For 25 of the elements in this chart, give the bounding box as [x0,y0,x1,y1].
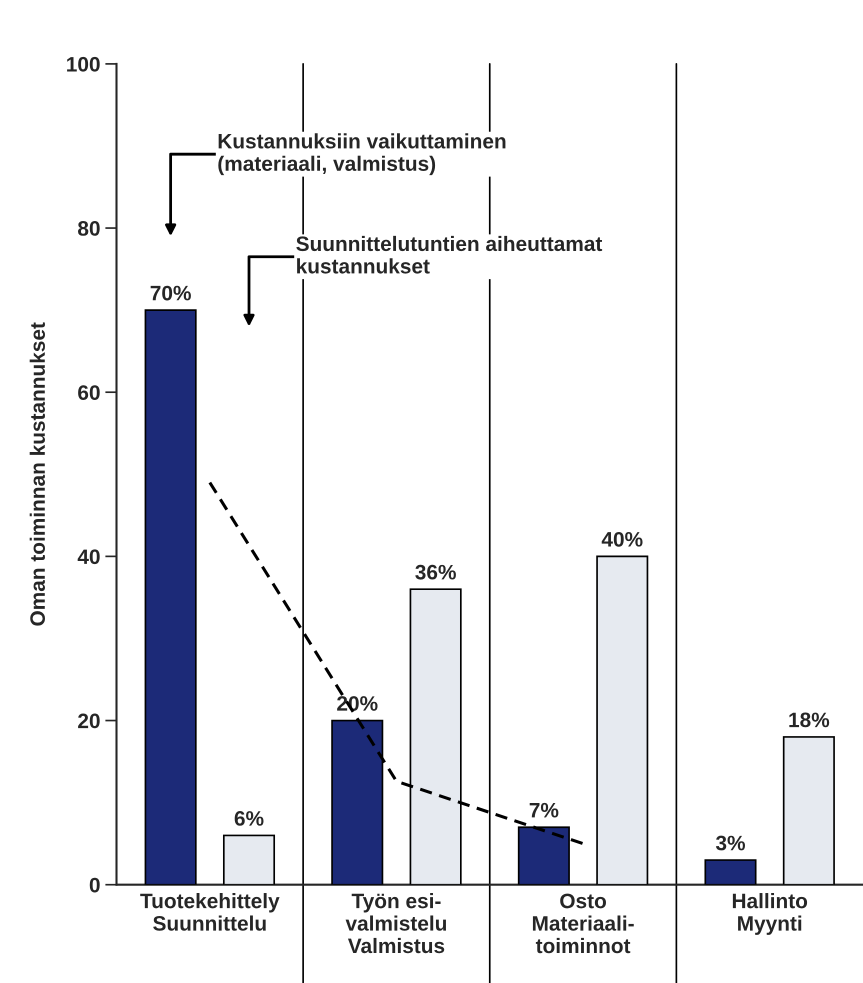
data-label: 70% [150,286,191,300]
data-label: 7% [530,802,558,818]
bar [596,556,648,885]
y-tick-label: 20 [78,714,100,728]
y-tick-label: 60 [78,385,100,400]
bar [704,859,757,885]
x-tick-label: Työn esi- valmistelu Valmistus [346,893,446,954]
data-label: 6% [234,811,264,826]
data-label: 40% [602,532,643,547]
x-tick-label: Hallinto Myynti [732,893,808,935]
bar [782,736,835,885]
y-axis-title: Oman toiminnan kustannukset [30,322,45,626]
x-tick-label: Tuotekehittely Suunnittelu [140,893,280,931]
y-tick-label: 0 [90,878,100,892]
data-label: 3% [716,836,746,850]
y-tick-label: 80 [78,221,100,236]
y-tick-label: 40 [78,549,100,564]
data-label: 36% [415,564,456,580]
x-tick-label: Osto Materiaali- toiminnot [532,894,634,954]
annotation: Suunnittelutuntien aiheuttamat kustannukset [296,236,602,274]
bar [222,834,276,885]
bar [144,309,197,885]
annotation: Kustannuksiin vaikuttaminen (materiaali, valmistus) [218,133,506,176]
y-tick-label: 100 [67,56,100,72]
data-label: 18% [789,712,830,728]
